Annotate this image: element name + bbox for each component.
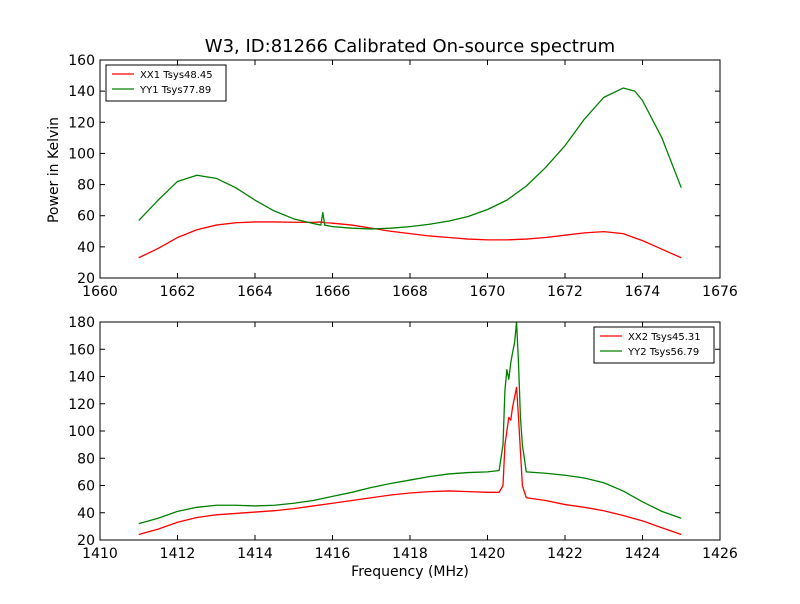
top-x-tick-label: 1660 (82, 284, 118, 300)
bottom-x-tick-label: 1424 (625, 546, 661, 562)
top-y-tick-label: 40 (77, 240, 95, 256)
bottom-legend-box (593, 326, 715, 364)
top-y-tick-label: 160 (68, 53, 95, 69)
bottom-x-tick-label: 1420 (470, 546, 506, 562)
bottom-y-tick-label: 20 (77, 533, 95, 549)
bottom-x-tick-label: 1412 (160, 546, 196, 562)
bottom-x-tick-label: 1426 (702, 546, 738, 562)
top-y-tick-label: 140 (68, 84, 95, 100)
top-x-tick-label: 1668 (392, 284, 428, 300)
bottom-series-line-1 (138, 322, 682, 525)
top-x-tick-label: 1672 (547, 284, 583, 300)
top-y-tick-label: 100 (68, 146, 95, 162)
top-series-line-0 (138, 221, 682, 259)
top-x-tick-label: 1664 (237, 284, 273, 300)
top-legend-label-0: XX1 Tsys48.45 (140, 70, 213, 81)
top-legend-label-1: YY1 Tsys77.89 (139, 85, 211, 96)
top-x-tick-label: 1676 (702, 284, 738, 300)
top-legend: XX1 Tsys48.45 YY1 Tsys77.89 (105, 64, 227, 102)
bottom-y-tick-label: 120 (68, 397, 95, 413)
y-axis-label: Power in Kelvin (46, 117, 62, 223)
bottom-y-tick-label: 40 (77, 506, 95, 522)
bottom-plot-panel: 1410 1412 1414 1416 1418 1420 1422 1424 1426 20 40… (68, 315, 738, 562)
top-x-tick-label: 1662 (160, 284, 196, 300)
top-y-tick-label: 60 (77, 209, 95, 225)
bottom-legend-label-1: YY2 Tsys56.79 (627, 347, 699, 358)
bottom-y-tick-label: 140 (68, 370, 95, 386)
top-legend-box (105, 64, 227, 102)
bottom-y-tick-label: 60 (77, 479, 95, 495)
bottom-series-line-0 (138, 386, 682, 536)
bottom-legend-label-0: XX2 Tsys45.31 (628, 332, 701, 343)
chart-title: W3, ID:81266 Calibrated On-source spectr… (205, 36, 615, 57)
top-series-line-1 (138, 87, 682, 230)
bottom-x-tick-label: 1416 (315, 546, 351, 562)
bottom-x-tick-label: 1410 (82, 546, 118, 562)
bottom-y-tick-label: 160 (68, 342, 95, 358)
top-plot-panel: 1660 1662 1664 1666 1668 1670 1672 1674 1676 20 40… (68, 53, 738, 300)
top-x-tick-label: 1670 (470, 284, 506, 300)
bottom-y-tick-label: 80 (77, 451, 95, 467)
top-x-tick-label: 1666 (315, 284, 351, 300)
top-x-tick-label: 1674 (625, 284, 661, 300)
top-y-tick-label: 80 (77, 178, 95, 194)
bottom-legend: XX2 Tsys45.31 YY2 Tsys56.79 (593, 326, 715, 364)
top-y-tick-label: 120 (68, 115, 95, 131)
bottom-y-tick-label: 100 (68, 424, 95, 440)
bottom-y-tick-label: 180 (68, 315, 95, 331)
top-y-tick-label: 20 (77, 271, 95, 287)
bottom-x-tick-label: 1418 (392, 546, 428, 562)
bottom-x-tick-label: 1414 (237, 546, 273, 562)
x-axis-label: Frequency (MHz) (351, 564, 469, 580)
bottom-x-tick-label: 1422 (547, 546, 583, 562)
